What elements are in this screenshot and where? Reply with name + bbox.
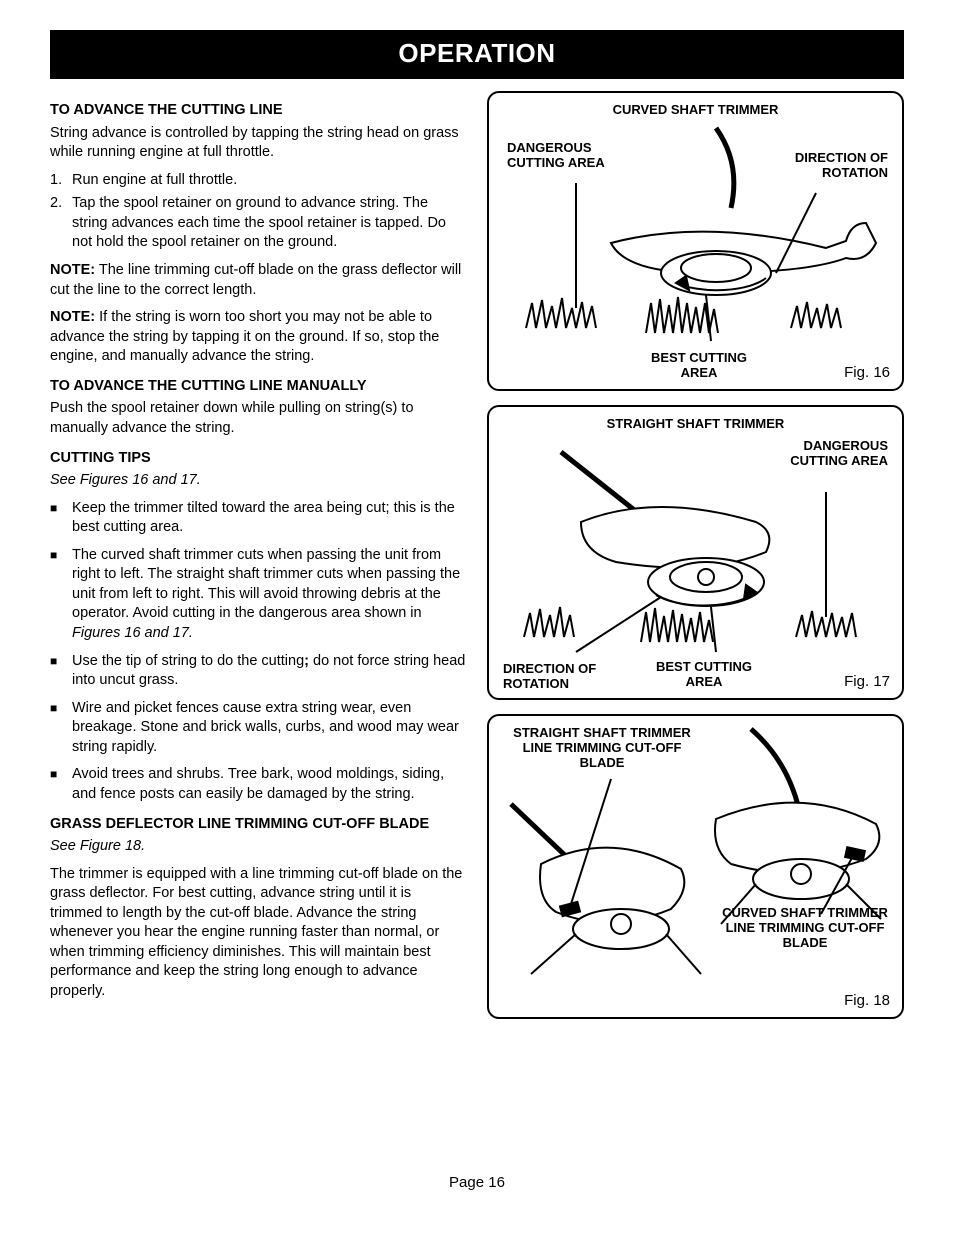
tip-ref-italic: Figures 16 and 17. <box>72 625 193 641</box>
bullet-icon: ■ <box>50 652 72 691</box>
fig17-label-danger: DANGEROUS CUTTING AREA <box>778 439 888 469</box>
figure-16-box: CURVED SHAFT TRIMMER DANGEROUS CUTTING A… <box>487 91 904 391</box>
fig17-number: Fig. 17 <box>844 672 890 692</box>
tip-1: ■Keep the trimmer tilted toward the area… <box>50 499 467 538</box>
step-2: 2.Tap the spool retainer on ground to ad… <box>50 194 467 253</box>
para-manual: Push the spool retainer down while pulli… <box>50 399 467 438</box>
tip-3: ■Use the tip of string to do the cutting… <box>50 652 467 691</box>
fig17-title: STRAIGHT SHAFT TRIMMER <box>499 415 892 433</box>
heading-advance-line: TO ADVANCE THE CUTTING LINE <box>50 101 467 121</box>
note-label: NOTE: <box>50 309 95 325</box>
fig16-label-direction: DIRECTION OF ROTATION <box>778 151 888 181</box>
heading-advance-manual: TO ADVANCE THE CUTTING LINE MANUALLY <box>50 377 467 397</box>
figure-18-box: STRAIGHT SHAFT TRIMMER LINE TRIMMING CUT… <box>487 714 904 1019</box>
tip-text: The curved shaft trimmer cuts when passi… <box>72 546 467 644</box>
step-number: 1. <box>50 171 72 191</box>
fig16-label-danger: DANGEROUS CUTTING AREA <box>507 141 627 171</box>
page-title-bar: OPERATION <box>50 30 904 79</box>
heading-cutting-tips: CUTTING TIPS <box>50 449 467 469</box>
tip-2: ■The curved shaft trimmer cuts when pass… <box>50 546 467 644</box>
tip-text: Keep the trimmer tilted toward the area … <box>72 499 467 538</box>
fig17-label-best: BEST CUTTING AREA <box>639 660 769 690</box>
tip-5: ■Avoid trees and shrubs. Tree bark, wood… <box>50 765 467 804</box>
note-text: The line trimming cut-off blade on the g… <box>50 262 461 298</box>
tip-text: Use the tip of string to do the cutting;… <box>72 652 467 691</box>
step-text: Run engine at full throttle. <box>72 171 237 191</box>
note-1: NOTE: The line trimming cut-off blade on… <box>50 261 467 300</box>
tip-4: ■Wire and picket fences cause extra stri… <box>50 699 467 758</box>
bullet-icon: ■ <box>50 699 72 758</box>
fig16-number: Fig. 16 <box>844 363 890 383</box>
tip-text: Avoid trees and shrubs. Tree bark, wood … <box>72 765 467 804</box>
note-label: NOTE: <box>50 262 95 278</box>
figure-17-box: STRAIGHT SHAFT TRIMMER DANGEROUS CUTTING… <box>487 405 904 700</box>
tips-list: ■Keep the trimmer tilted toward the area… <box>50 499 467 805</box>
bullet-icon: ■ <box>50 765 72 804</box>
note-text: If the string is worn too short you may … <box>50 309 439 364</box>
heading-deflector-blade: GRASS DEFLECTOR LINE TRIMMING CUT-OFF BL… <box>50 815 467 835</box>
two-column-layout: TO ADVANCE THE CUTTING LINE String advan… <box>50 91 904 1033</box>
note-2: NOTE: If the string is worn too short yo… <box>50 308 467 367</box>
step-number: 2. <box>50 194 72 253</box>
page-number: Page 16 <box>50 1173 904 1193</box>
figure-column: CURVED SHAFT TRIMMER DANGEROUS CUTTING A… <box>487 91 904 1033</box>
fig17-label-direction: DIRECTION OF ROTATION <box>503 662 613 692</box>
step-text: Tap the spool retainer on ground to adva… <box>72 194 467 253</box>
fig16-label-best: BEST CUTTING AREA <box>634 351 764 381</box>
fig18-label-curved: CURVED SHAFT TRIMMER LINE TRIMMING CUT-O… <box>720 906 890 951</box>
text-column: TO ADVANCE THE CUTTING LINE String advan… <box>50 91 467 1033</box>
fig16-title: CURVED SHAFT TRIMMER <box>499 101 892 119</box>
bullet-icon: ■ <box>50 499 72 538</box>
tip-text: Wire and picket fences cause extra strin… <box>72 699 467 758</box>
ref-fig-18: See Figure 18. <box>50 837 467 857</box>
para-intro: String advance is controlled by tapping … <box>50 124 467 163</box>
fig17-diagram <box>506 437 886 662</box>
steps-list: 1.Run engine at full throttle. 2.Tap the… <box>50 171 467 253</box>
ref-figs-16-17: See Figures 16 and 17. <box>50 471 467 491</box>
para-deflector: The trimmer is equipped with a line trim… <box>50 865 467 1002</box>
step-1: 1.Run engine at full throttle. <box>50 171 467 191</box>
bullet-icon: ■ <box>50 546 72 644</box>
fig18-label-straight: STRAIGHT SHAFT TRIMMER LINE TRIMMING CUT… <box>507 726 697 771</box>
fig18-number: Fig. 18 <box>844 991 890 1011</box>
